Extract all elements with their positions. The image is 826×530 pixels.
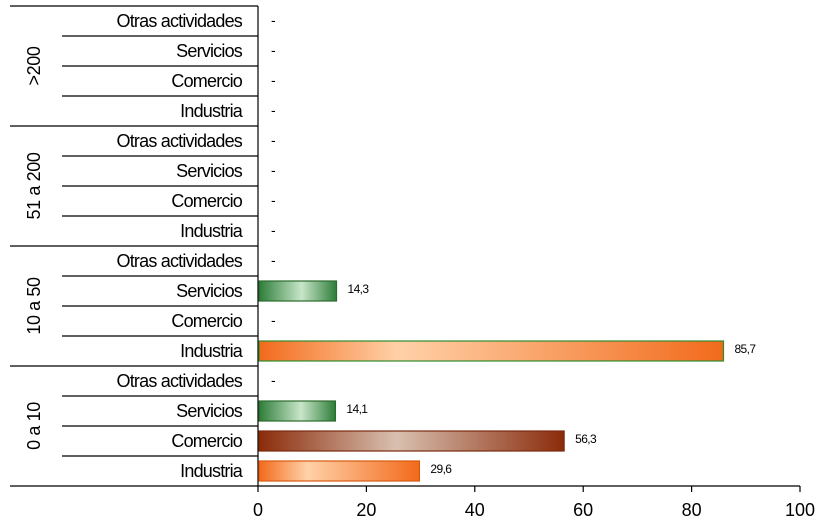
value-label-10-a-50-industria: 85,7: [734, 342, 756, 356]
bar-10-a-50-servicios: [258, 280, 338, 302]
category-label-0-a-10-otras-actividades: Otras actividades: [117, 371, 243, 391]
axis-lines: [10, 5, 801, 492]
bar-0-a-10-comercio: [258, 430, 565, 452]
category-label-0-a-10-industria: Industria: [180, 461, 244, 481]
category-label-51-a-200-servicios: Servicios: [176, 161, 243, 181]
group-label-0-a-10: 0 a 10: [24, 402, 44, 450]
category-label-200-servicios: Servicios: [176, 41, 243, 61]
category-label-0-a-10-servicios: Servicios: [176, 401, 243, 421]
labels-layer: 0 20 40 60 80 100 Otras actividades - Servicios -…: [24, 11, 815, 520]
empty-label-51-a-200-otras-actividades: -: [271, 132, 276, 148]
x-tick-label-60: 60: [573, 500, 593, 520]
value-label-0-a-10-industria: 29,6: [430, 462, 452, 476]
category-label-10-a-50-comercio: Comercio: [171, 311, 242, 331]
bar-10-a-50-industria: [258, 340, 725, 362]
empty-label-51-a-200-servicios: -: [271, 162, 276, 178]
category-label-51-a-200-otras-actividades: Otras actividades: [117, 131, 243, 151]
group-label-10-a-50: 10 a 50: [24, 277, 44, 335]
category-label-51-a-200-industria: Industria: [180, 221, 244, 241]
value-label-0-a-10-servicios: 14,1: [346, 402, 368, 416]
group-label-200: >200: [24, 46, 44, 85]
category-label-10-a-50-otras-actividades: Otras actividades: [117, 251, 243, 271]
empty-label-0-a-10-otras-actividades: -: [271, 372, 276, 388]
category-label-51-a-200-comercio: Comercio: [171, 191, 242, 211]
x-tick-label-20: 20: [356, 500, 376, 520]
category-label-10-a-50-servicios: Servicios: [176, 281, 243, 301]
bar-0-a-10-industria: [258, 460, 421, 482]
category-label-200-industria: Industria: [180, 101, 244, 121]
empty-label-200-comercio: -: [271, 72, 276, 88]
x-tick-label-40: 40: [465, 500, 485, 520]
bar-0-a-10-servicios: [258, 400, 337, 422]
category-label-200-otras-actividades: Otras actividades: [117, 11, 243, 31]
bars-layer: [258, 280, 725, 482]
empty-label-200-industria: -: [271, 102, 276, 118]
empty-label-200-servicios: -: [271, 42, 276, 58]
empty-label-200-otras-actividades: -: [271, 12, 276, 28]
empty-label-51-a-200-industria: -: [271, 222, 276, 238]
empty-label-10-a-50-otras-actividades: -: [271, 252, 276, 268]
x-tick-label-80: 80: [682, 500, 702, 520]
category-label-0-a-10-comercio: Comercio: [171, 431, 242, 451]
x-tick-label-0: 0: [253, 500, 263, 520]
category-label-10-a-50-industria: Industria: [180, 341, 244, 361]
empty-label-51-a-200-comercio: -: [271, 192, 276, 208]
x-tick-label-100: 100: [785, 500, 815, 520]
empty-label-10-a-50-comercio: -: [271, 312, 276, 328]
category-label-200-comercio: Comercio: [171, 71, 242, 91]
value-label-0-a-10-comercio: 56,3: [575, 432, 597, 446]
group-label-51-a-200: 51 a 200: [24, 152, 44, 219]
value-label-10-a-50-servicios: 14,3: [348, 282, 370, 296]
